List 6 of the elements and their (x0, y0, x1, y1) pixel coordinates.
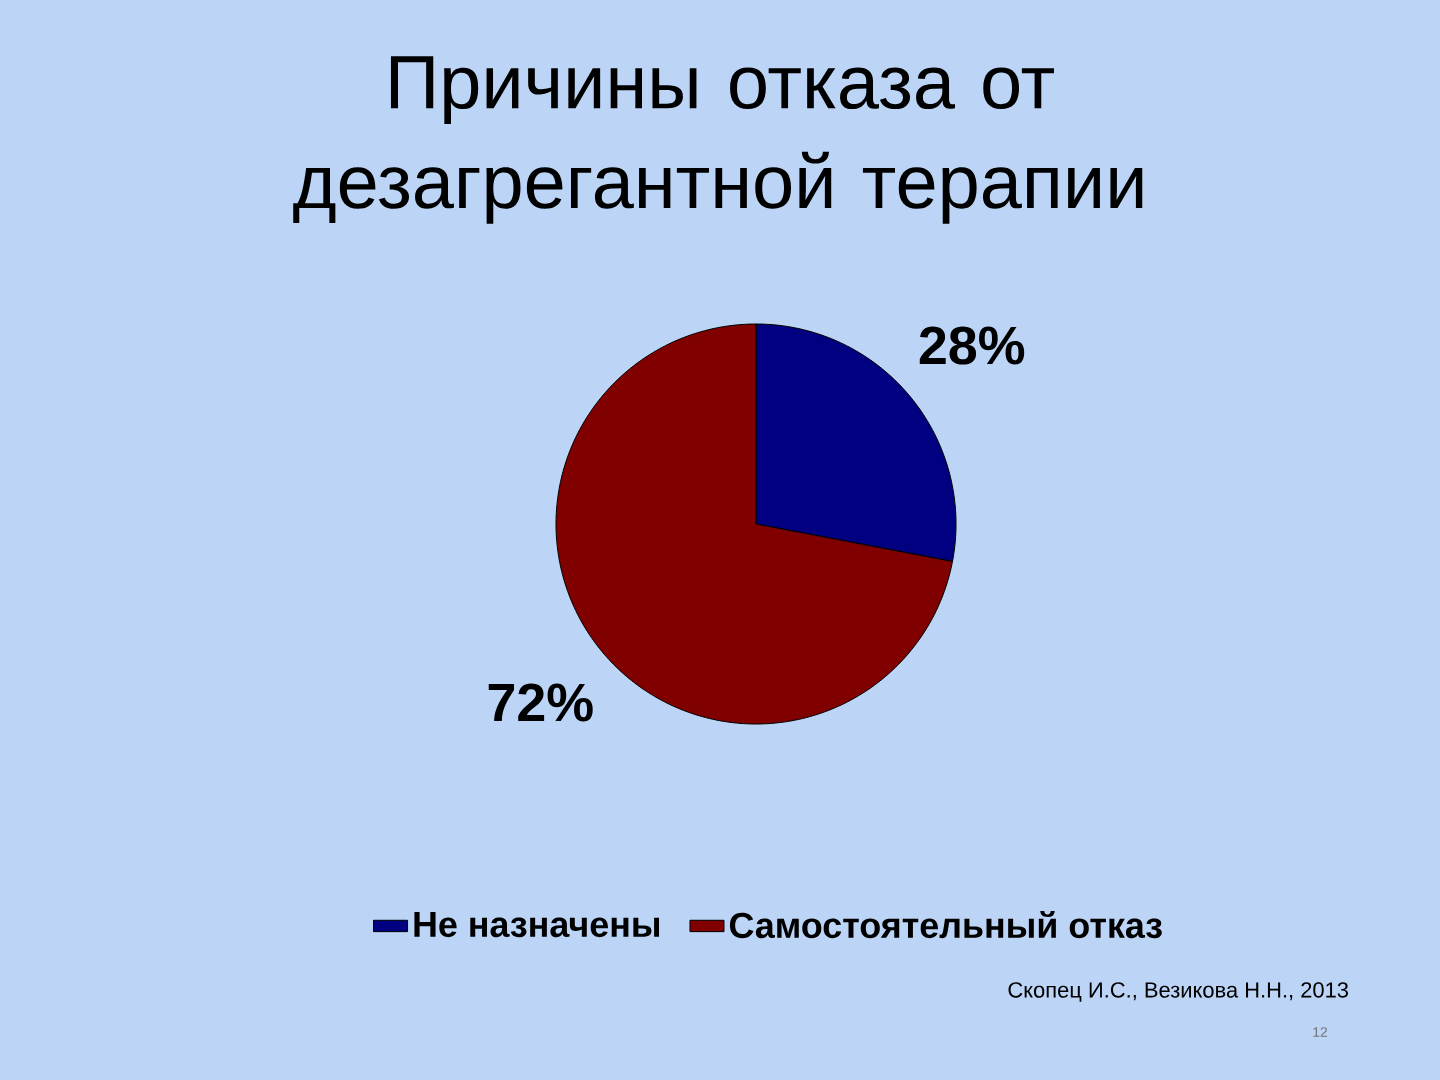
data-label: 28% (919, 326, 1025, 365)
data-label: 72% (488, 683, 593, 722)
legend-label: Самостоятельный отказ (729, 911, 1162, 939)
chart-title: Причины отказа от дезагрегантной терапии (293, 56, 1143, 224)
text: Скопец И.С., Везикова Н.Н., 2013 (1008, 982, 1349, 1002)
legend-label: Не назначены (414, 912, 660, 938)
